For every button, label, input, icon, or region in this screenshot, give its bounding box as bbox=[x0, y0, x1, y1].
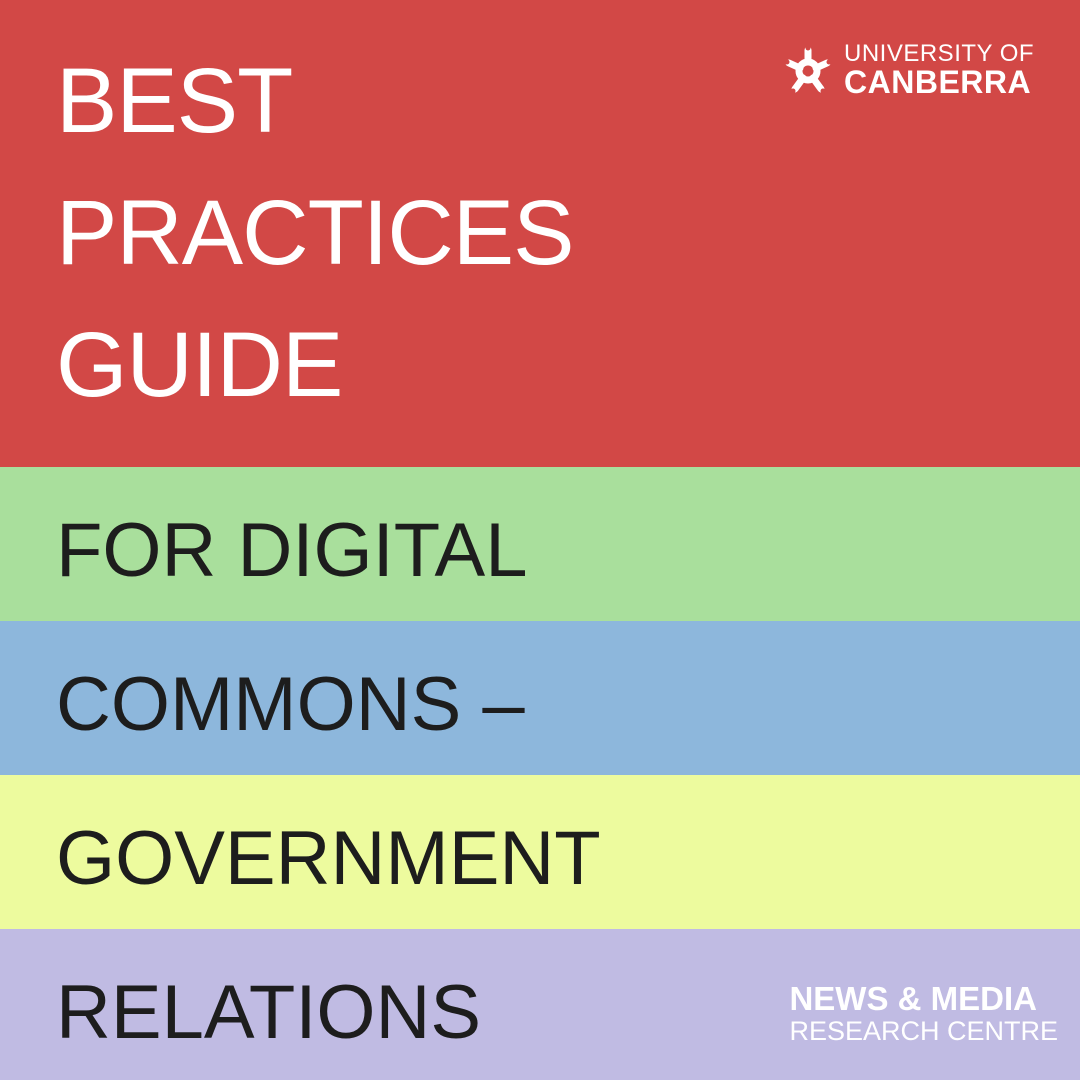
research-centre-logo-line-1: NEWS & MEDIA bbox=[789, 980, 1037, 1017]
title-band bbox=[0, 0, 1080, 467]
news-media-research-centre-logo: NEWS & MEDIA RESEARCH CENTRE bbox=[789, 982, 1058, 1045]
band-commons bbox=[0, 621, 1080, 775]
title-line-2: PRACTICES bbox=[56, 182, 575, 284]
university-of-canberra-logo: UNIVERSITY OF CANBERRA bbox=[782, 42, 1034, 98]
university-logo-line-2: CANBERRA bbox=[844, 64, 1032, 100]
subtitle-line-2: COMMONS – bbox=[56, 662, 525, 747]
band-government bbox=[0, 775, 1080, 929]
band-relations bbox=[0, 929, 1080, 1080]
subtitle-line-1: FOR DIGITAL bbox=[56, 508, 528, 593]
university-of-canberra-emblem-icon bbox=[784, 45, 832, 94]
university-logo-line-1: UNIVERSITY OF bbox=[844, 40, 1035, 67]
band-for-digital bbox=[0, 467, 1080, 621]
title-line-1: BEST bbox=[56, 50, 293, 152]
subtitle-line-3: GOVERNMENT bbox=[56, 816, 601, 901]
research-centre-logo-line-2: RESEARCH CENTRE bbox=[789, 1016, 1058, 1046]
title-line-3: GUIDE bbox=[56, 314, 343, 416]
subtitle-line-4: RELATIONS bbox=[56, 970, 482, 1055]
